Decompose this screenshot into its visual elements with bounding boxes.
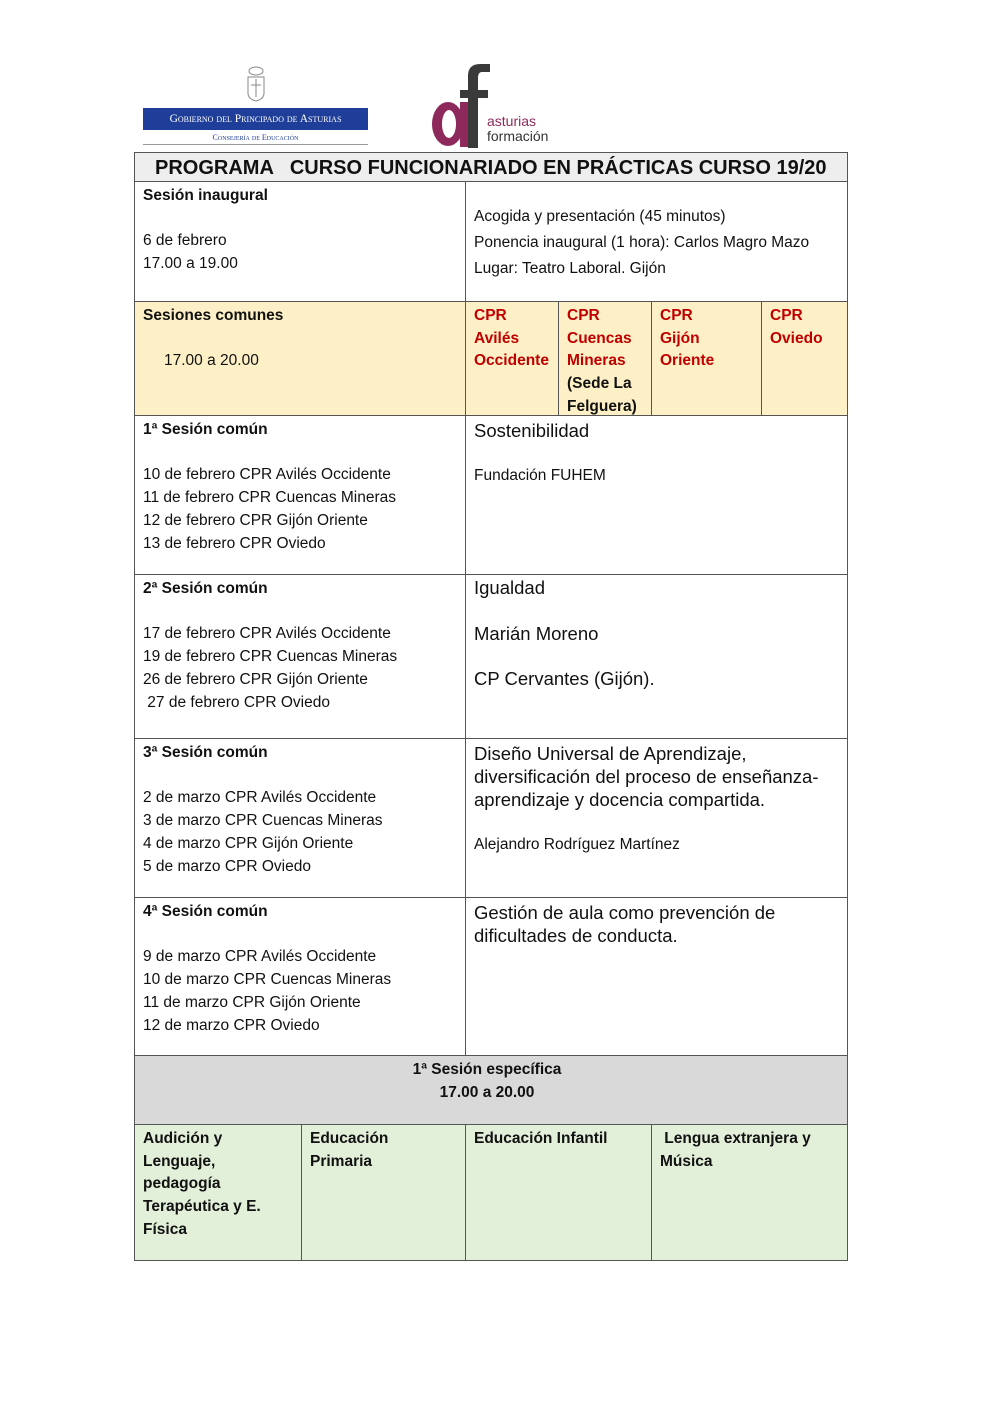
session-4-topic: Gestión de aula como prevención de dificu…	[465, 897, 848, 1056]
text-line: Diseño Universal de Aprendizaje,	[474, 743, 747, 764]
session-3-dates: 3ª Sesión común 2 de marzo CPR Avilés Oc…	[134, 738, 466, 898]
especifica-header: 1ª Sesión específica 17.00 a 20.00	[134, 1055, 848, 1125]
af-mark-icon	[432, 64, 490, 148]
text-line: 3ª Sesión común	[143, 744, 268, 761]
text-line: 11 de febrero CPR Cuencas Mineras	[143, 489, 397, 507]
center-cuencas: CPR Cuencas Mineras (Sede La Felguera)	[558, 301, 652, 416]
center-oviedo: CPR Oviedo	[761, 301, 848, 416]
text-line: Oviedo	[770, 329, 823, 347]
text-line: CP Cervantes (Gijón).	[474, 668, 655, 690]
text-line: 4ª Sesión común	[143, 903, 268, 920]
center-gijon: CPR Gijón Oriente	[651, 301, 762, 416]
text-line: Primaria	[310, 1152, 373, 1170]
text-line: Gijón	[660, 329, 700, 347]
comunes-info: Sesiones comunes 17.00 a 20.00	[134, 301, 466, 416]
center-aviles: CPR Avilés Occidente	[465, 301, 559, 416]
inaugural-details: Acogida y presentación (45 minutos) Pone…	[465, 181, 848, 302]
text-line: 2 de marzo CPR Avilés Occidente	[143, 789, 377, 807]
text-line: CPR	[567, 307, 600, 324]
text-line: 2ª Sesión común	[143, 580, 268, 597]
text-line: 9 de marzo CPR Avilés Occidente	[143, 948, 377, 966]
text-line: 10 de marzo CPR Cuencas Mineras	[143, 971, 392, 989]
text-line: Física	[143, 1220, 187, 1238]
detail-line: Acogida y presentación (45 minutos)	[474, 208, 726, 225]
text-line: 26 de febrero CPR Gijón Oriente	[143, 670, 368, 688]
session-2-topic: Igualdad Marián Moreno CP Cervantes (Gij…	[465, 574, 848, 739]
group-primaria: Educación Primaria	[301, 1124, 466, 1261]
text-line: 1ª Sesión común	[143, 421, 268, 438]
text-line: Lengua extranjera y	[660, 1130, 811, 1147]
text-line: Oriente	[660, 352, 715, 370]
text-line: 17 de febrero CPR Avilés Occidente	[143, 625, 391, 643]
text-line: CPR	[474, 307, 507, 324]
text-line: Sostenibilidad	[474, 420, 590, 441]
text-line: CPR	[660, 307, 693, 324]
asturias-formacion-logo: asturias formación	[430, 62, 570, 150]
text-line: 5 de marzo CPR Oviedo	[143, 857, 311, 875]
text-line: 17.00 a 20.00	[439, 1083, 535, 1101]
af-line2: formación	[487, 128, 549, 144]
gov-title: Gobierno del Principado de Asturias	[143, 108, 368, 130]
inaugural-heading: Sesión inaugural	[143, 187, 268, 204]
text-line: dificultades de conducta.	[474, 925, 678, 946]
text-line: Fundación FUHEM	[474, 466, 606, 484]
page-title: PROGRAMA CURSO FUNCIONARIADO EN PRÁCTICA…	[134, 152, 848, 182]
session-2-dates: 2ª Sesión común 17 de febrero CPR Avilés…	[134, 574, 466, 739]
text-line: aprendizaje y docencia compartida.	[474, 789, 766, 810]
comunes-heading: Sesiones comunes	[143, 307, 284, 324]
text-line: (Sede La	[567, 375, 632, 393]
group-infantil: Educación Infantil	[465, 1124, 652, 1261]
text-line: CPR	[770, 307, 803, 324]
text-line: Marián Moreno	[474, 622, 599, 644]
text-line: Occidente	[474, 352, 549, 370]
coat-of-arms-icon	[247, 66, 265, 102]
text-line: Educación Infantil	[474, 1130, 608, 1147]
detail-line: Lugar: Teatro Laboral. Gijón	[474, 260, 666, 277]
text-line: diversificación del proceso de enseñanza…	[474, 766, 819, 787]
text-line: Lenguaje,	[143, 1152, 216, 1170]
session-1-dates: 1ª Sesión común 10 de febrero CPR Avilés…	[134, 415, 466, 575]
gov-subtitle: Consejería de Educación	[143, 133, 368, 145]
session-4-dates: 4ª Sesión común 9 de marzo CPR Avilés Oc…	[134, 897, 466, 1056]
session-1-topic: Sostenibilidad Fundación FUHEM	[465, 415, 848, 575]
text-line: 13 de febrero CPR Oviedo	[143, 534, 326, 552]
text-line: Avilés	[474, 329, 520, 347]
group-lengua-musica: Lengua extranjera y Música	[651, 1124, 848, 1261]
text-line: Terapéutica y E.	[143, 1198, 261, 1216]
text-line: Felguera)	[567, 397, 637, 415]
text-line: Alejandro Rodríguez Martínez	[474, 835, 680, 853]
text-line: Gestión de aula como prevención de	[474, 902, 776, 923]
inaugural-time: 17.00 a 19.00	[143, 255, 238, 273]
gobierno-asturias-logo: Gobierno del Principado de Asturias Cons…	[143, 66, 368, 150]
inaugural-date: 6 de febrero	[143, 232, 227, 250]
inaugural-info: Sesión inaugural 6 de febrero 17.00 a 19…	[134, 181, 466, 302]
session-3-topic: Diseño Universal de Aprendizaje, diversif…	[465, 738, 848, 898]
group-audicion: Audición y Lenguaje, pedagogía Terapéutica …	[134, 1124, 302, 1261]
text-line: Igualdad	[474, 577, 545, 598]
text-line: Audición y	[143, 1130, 223, 1147]
text-line: Música	[660, 1152, 713, 1170]
text-line: 4 de marzo CPR Gijón Oriente	[143, 834, 354, 852]
text-line: 12 de marzo CPR Oviedo	[143, 1016, 320, 1034]
text-line: 10 de febrero CPR Avilés Occidente	[143, 466, 391, 484]
af-line1: asturias	[487, 113, 537, 129]
text-line: pedagogía	[143, 1175, 221, 1193]
text-line: 1ª Sesión específica	[412, 1061, 562, 1078]
text-line: Cuencas	[567, 329, 632, 347]
text-line: 11 de marzo CPR Gijón Oriente	[143, 993, 361, 1011]
text-line: 3 de marzo CPR Cuencas Mineras	[143, 812, 383, 830]
text-line: 12 de febrero CPR Gijón Oriente	[143, 511, 368, 529]
text-line: Educación	[310, 1130, 389, 1147]
text-line: Mineras	[567, 352, 626, 370]
detail-line: Ponencia inaugural (1 hora): Carlos Magr…	[474, 234, 810, 251]
text-line: 27 de febrero CPR Oviedo	[143, 693, 330, 711]
comunes-time: 17.00 a 20.00	[164, 352, 259, 370]
text-line: 19 de febrero CPR Cuencas Mineras	[143, 648, 398, 666]
